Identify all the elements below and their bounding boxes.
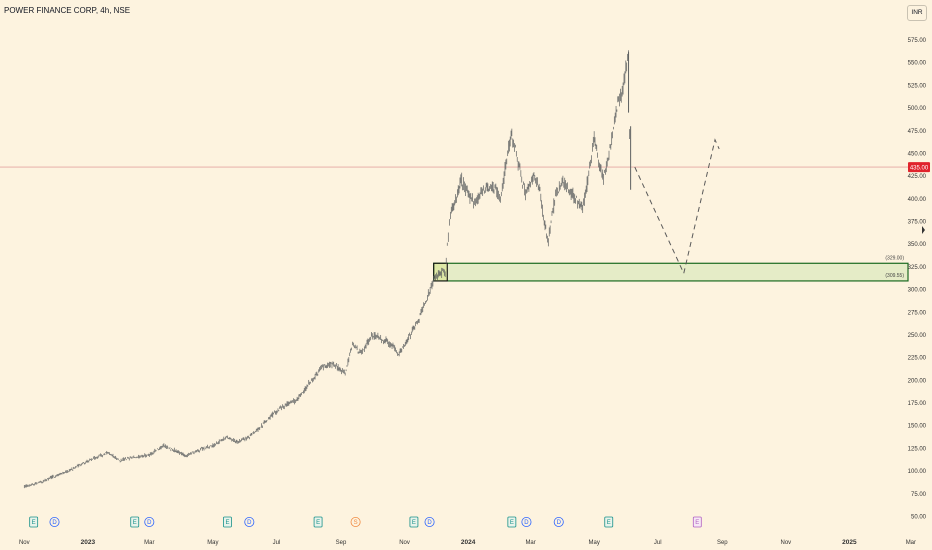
earnings-marker[interactable]: E	[130, 516, 140, 528]
marker-letter: E	[412, 520, 416, 526]
earnings-marker[interactable]: E	[29, 516, 39, 528]
marker-letter: D	[52, 520, 57, 526]
y-tick-label: 75.00	[911, 492, 927, 498]
dividend-marker[interactable]: D	[521, 517, 532, 528]
marker-letter: E	[225, 520, 229, 526]
y-tick-label: 50.00	[911, 515, 927, 521]
x-tick-label: 2024	[461, 539, 476, 546]
earnings-marker[interactable]: E	[692, 516, 702, 528]
earnings-marker[interactable]: E	[507, 516, 517, 528]
y-tick-label: 100.00	[908, 469, 927, 475]
demand-zone[interactable]	[433, 262, 909, 282]
y-tick-label: 175.00	[908, 401, 927, 407]
earnings-marker[interactable]: E	[409, 516, 419, 528]
x-tick-label: 2023	[81, 539, 96, 546]
x-tick-label: Mar	[906, 540, 916, 546]
split-marker[interactable]: S	[350, 517, 361, 528]
y-tick-label: 450.00	[908, 151, 927, 157]
y-tick-label: 250.00	[908, 333, 927, 339]
x-tick-label: 2025	[842, 539, 857, 546]
marker-letter: E	[695, 520, 699, 526]
dividend-marker[interactable]: D	[424, 517, 435, 528]
x-tick-label: Jul	[654, 540, 662, 546]
y-tick-label: 225.00	[908, 356, 927, 362]
projection-path[interactable]	[634, 138, 720, 275]
marker-letter: E	[316, 520, 320, 526]
zone-top-label: (329.00)	[885, 255, 904, 261]
y-tick-label: 525.00	[908, 83, 927, 89]
earnings-marker[interactable]: E	[313, 516, 323, 528]
chart-title: POWER FINANCE CORP, 4h, NSE	[4, 6, 131, 15]
zone-bottom-label: (309.55)	[885, 273, 904, 279]
marker-letter: D	[247, 520, 252, 526]
marker-letter: D	[147, 520, 152, 526]
y-tick-label: 575.00	[908, 38, 927, 44]
y-tick-label: 400.00	[908, 197, 927, 203]
y-tick-label: 125.00	[908, 446, 927, 452]
marker-letter: E	[510, 520, 514, 526]
y-tick-label: 300.00	[908, 288, 927, 294]
marker-letter: E	[133, 520, 137, 526]
x-tick-label: Nov	[399, 540, 410, 546]
x-tick-label: May	[588, 540, 599, 546]
currency-button[interactable]: INR	[907, 5, 927, 21]
x-tick-label: Sep	[336, 540, 347, 546]
dividend-marker[interactable]: D	[49, 517, 60, 528]
marker-letter: D	[557, 520, 562, 526]
x-tick-label: Mar	[525, 540, 535, 546]
x-tick-label: Sep	[717, 540, 728, 546]
dividend-marker[interactable]: D	[144, 517, 155, 528]
marker-letter: S	[354, 520, 358, 526]
price-badge-label: 435.00	[910, 165, 929, 171]
marker-letter: E	[32, 520, 36, 526]
y-tick-label: 275.00	[908, 310, 927, 316]
y-tick-label: 325.00	[908, 265, 927, 271]
marker-letter: D	[524, 520, 529, 526]
y-tick-label: 200.00	[908, 378, 927, 384]
x-tick-label: Jul	[273, 540, 281, 546]
y-tick-label: 350.00	[908, 242, 927, 248]
x-tick-label: Nov	[19, 540, 30, 546]
earnings-marker[interactable]: E	[223, 516, 232, 528]
y-tick-label: 375.00	[908, 220, 927, 226]
y-tick-label: 475.00	[908, 129, 927, 135]
marker-letter: E	[607, 520, 611, 526]
y-tick-label: 425.00	[908, 174, 927, 180]
x-tick-label: May	[207, 540, 218, 546]
x-tick-label: Mar	[144, 540, 154, 546]
y-tick-label: 150.00	[908, 424, 927, 430]
dividend-marker[interactable]: D	[244, 517, 255, 528]
scroll-right-icon[interactable]	[922, 226, 925, 234]
marker-letter: D	[427, 520, 432, 526]
y-tick-label: 500.00	[908, 106, 927, 112]
price-badge	[908, 162, 930, 173]
earnings-marker[interactable]: E	[604, 516, 614, 528]
x-tick-label: Nov	[781, 540, 792, 546]
y-tick-label: 550.00	[908, 61, 927, 67]
dividend-marker[interactable]: D	[553, 517, 564, 528]
